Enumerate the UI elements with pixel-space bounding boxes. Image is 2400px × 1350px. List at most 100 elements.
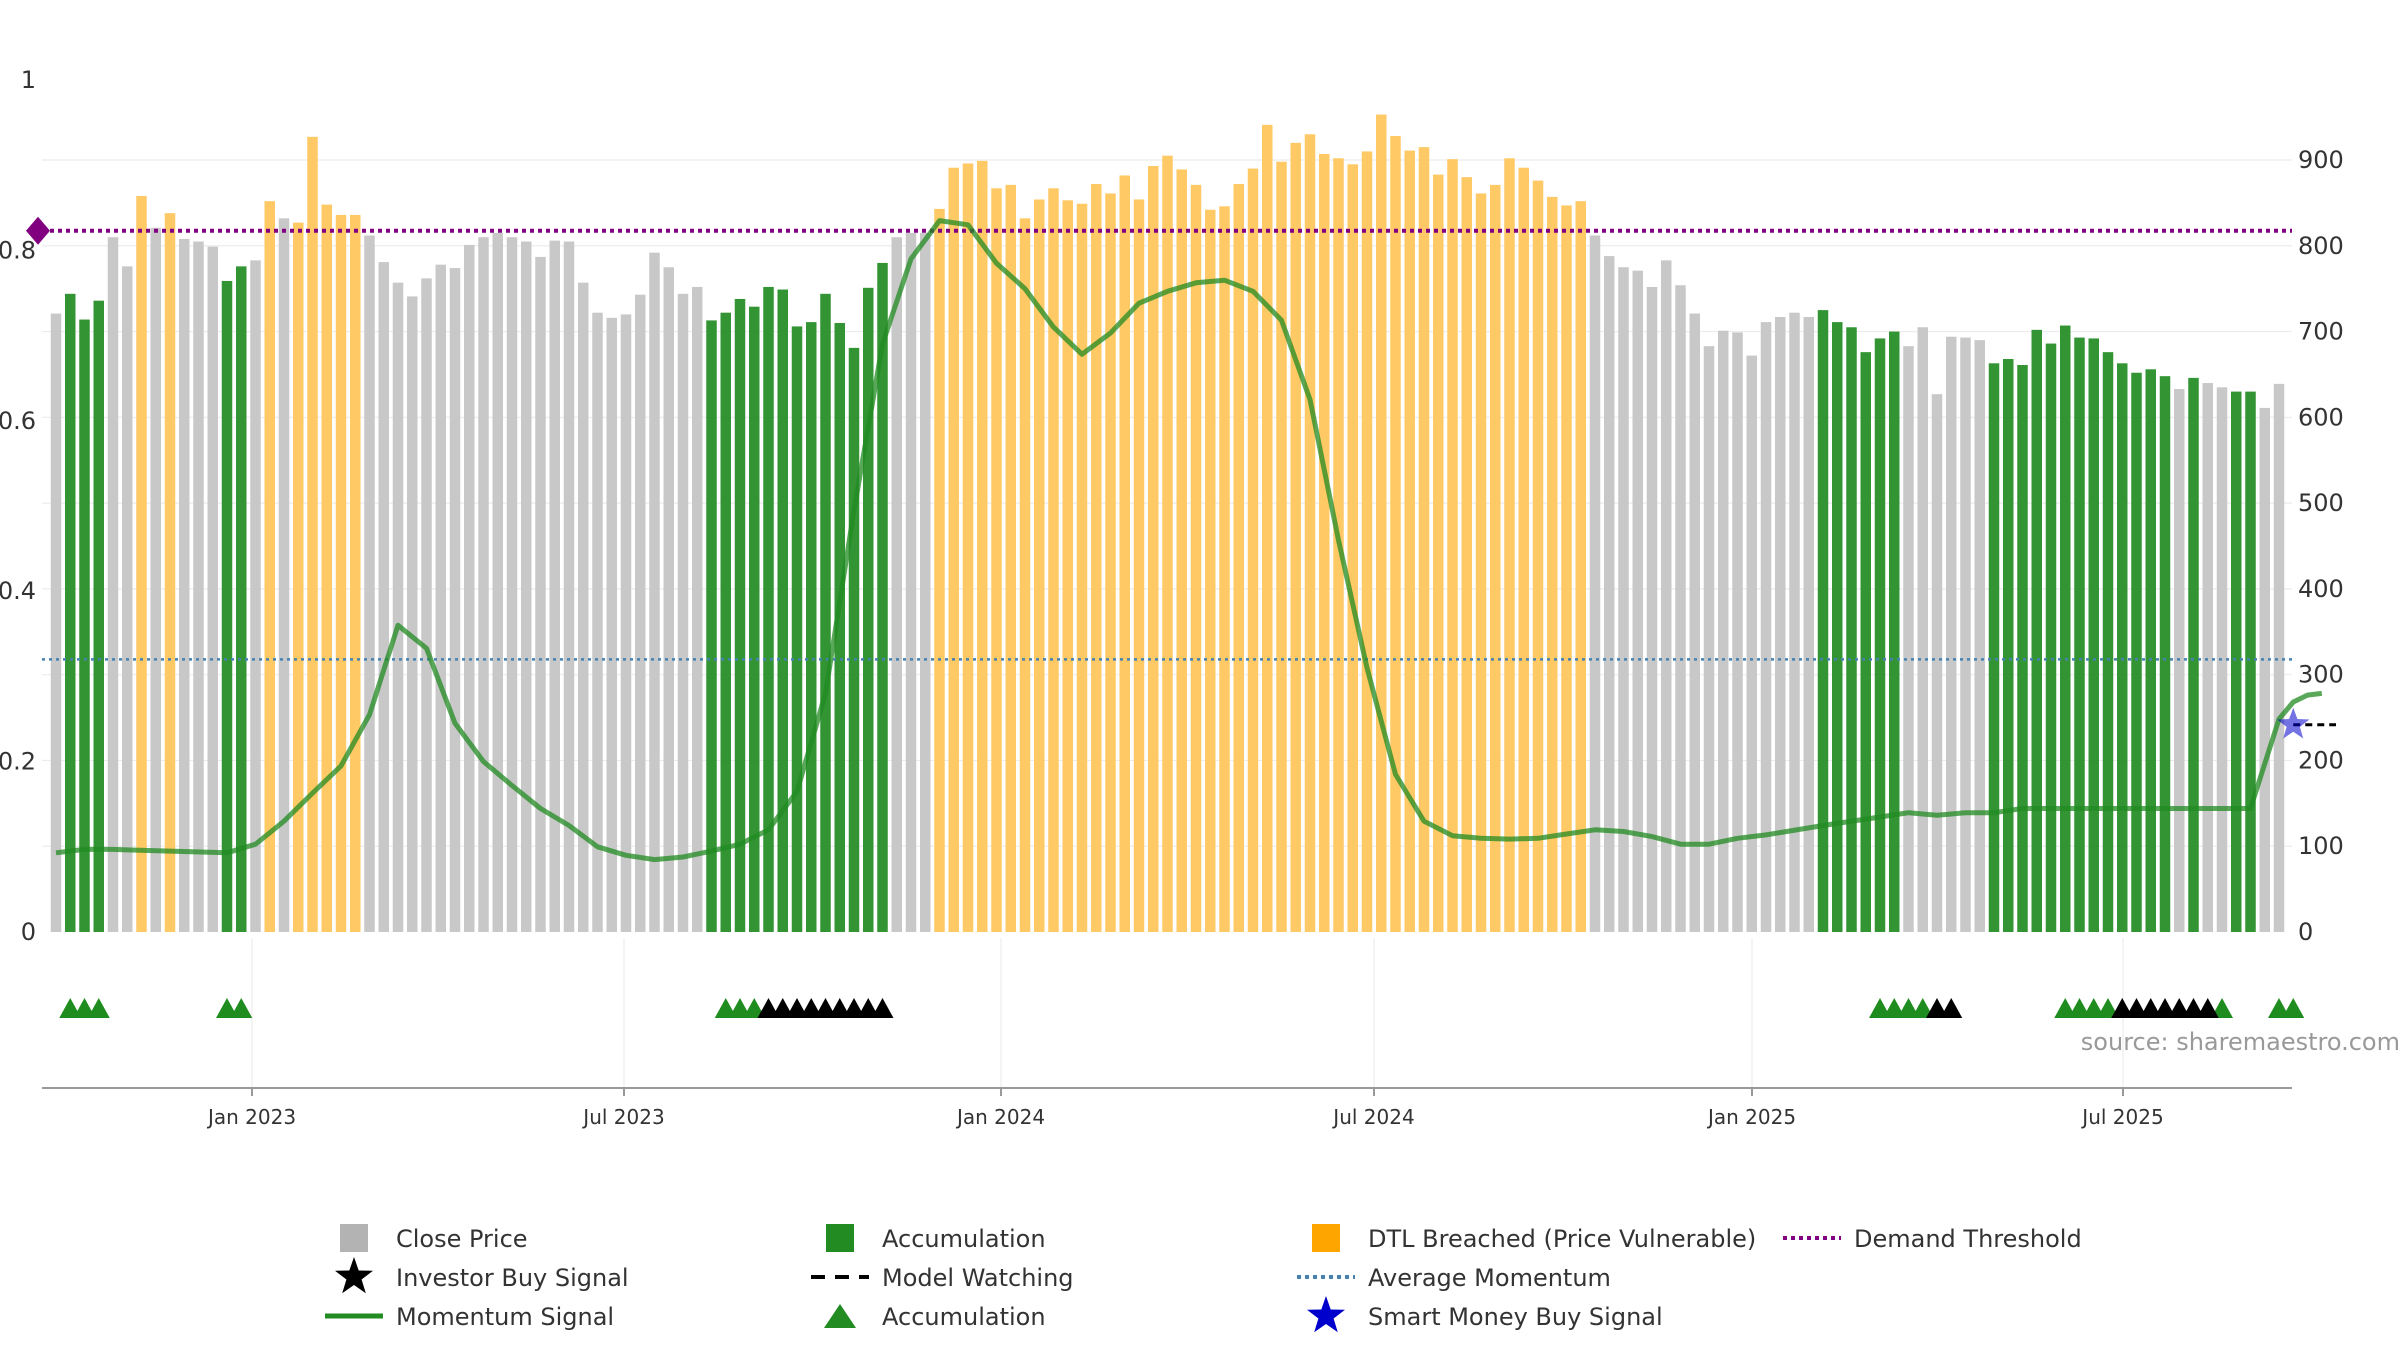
price-bar-67 bbox=[1005, 184, 1016, 932]
price-bar-147 bbox=[2145, 369, 2156, 932]
price-bar-18 bbox=[307, 136, 318, 933]
legend-item: Accumulation bbox=[826, 1224, 1046, 1253]
price-bar-86 bbox=[1276, 161, 1287, 932]
price-bar-46 bbox=[706, 320, 717, 933]
price-bar-109 bbox=[1604, 256, 1615, 932]
right-tick-label: 300 bbox=[2298, 661, 2344, 689]
price-bar-116 bbox=[1703, 346, 1715, 932]
price-bar-80 bbox=[1190, 184, 1202, 932]
price-bar-100 bbox=[1475, 193, 1487, 932]
price-bar-72 bbox=[1076, 203, 1088, 932]
signal-markers bbox=[59, 707, 2336, 1018]
momentum-line bbox=[55, 218, 2323, 863]
price-bar-38 bbox=[592, 312, 603, 932]
price-bar-82 bbox=[1219, 206, 1230, 932]
price-bar-97 bbox=[1433, 174, 1444, 933]
price-bar-32 bbox=[506, 237, 518, 932]
legend-label: Demand Threshold bbox=[1854, 1225, 2082, 1253]
accumulation-triangle bbox=[73, 998, 96, 1018]
price-bar-146 bbox=[2131, 372, 2142, 932]
price-bar-9 bbox=[179, 238, 190, 933]
investor-buy-marker bbox=[814, 998, 837, 1018]
price-bar-78 bbox=[1162, 155, 1173, 932]
legend-label: Average Momentum bbox=[1368, 1264, 1611, 1292]
demand-threshold-marker bbox=[26, 216, 50, 245]
price-bar-130 bbox=[1903, 346, 1914, 932]
price-bar-155 bbox=[2259, 407, 2270, 932]
legend-label: Accumulation bbox=[882, 1303, 1046, 1331]
investor-buy-marker bbox=[2196, 998, 2219, 1018]
price-bar-105 bbox=[1547, 196, 1558, 932]
accumulation-triangle bbox=[729, 998, 751, 1018]
legend-label: Momentum Signal bbox=[396, 1303, 614, 1331]
price-bar-85 bbox=[1262, 124, 1273, 932]
price-bar-28 bbox=[449, 268, 461, 933]
x-tick-label: Jan 2023 bbox=[206, 1105, 296, 1129]
price-bar-14 bbox=[250, 260, 261, 932]
price-bar-21 bbox=[350, 214, 361, 933]
price-bar-139 bbox=[2031, 329, 2042, 933]
price-bar-154 bbox=[2245, 391, 2256, 933]
investor-buy-marker bbox=[757, 998, 780, 1018]
price-bar-119 bbox=[1746, 355, 1757, 932]
price-bar-64 bbox=[962, 163, 974, 933]
price-bar-57 bbox=[863, 287, 874, 932]
price-bar-153 bbox=[2231, 391, 2242, 933]
price-bar-104 bbox=[1532, 180, 1544, 932]
price-bar-63 bbox=[948, 167, 959, 933]
price-bar-41 bbox=[635, 294, 646, 932]
price-bar-8 bbox=[164, 213, 176, 932]
price-bar-35 bbox=[549, 240, 560, 932]
left-tick-label: 0.6 bbox=[0, 407, 36, 435]
price-bar-113 bbox=[1661, 260, 1672, 932]
legend-label: Model Watching bbox=[882, 1264, 1074, 1292]
price-bar-19 bbox=[321, 204, 332, 933]
investor-buy-marker bbox=[857, 998, 880, 1018]
price-bar-118 bbox=[1732, 332, 1743, 932]
axes: Jan 2023 Jul 2023 Jan 2024 Jul 2024 Jan 2025… bbox=[0, 66, 2344, 1129]
price-bar-98 bbox=[1447, 159, 1458, 933]
price-bar-20 bbox=[335, 214, 347, 933]
legend-label: Close Price bbox=[396, 1225, 528, 1253]
price-bar-89 bbox=[1319, 153, 1330, 933]
accumulation-triangle bbox=[216, 998, 238, 1018]
price-bar-125 bbox=[1832, 322, 1843, 932]
left-tick-label: 0.4 bbox=[0, 577, 36, 605]
legend-item: Accumulation bbox=[824, 1303, 1046, 1331]
price-bar-58 bbox=[877, 262, 888, 932]
price-bar-77 bbox=[1148, 166, 1159, 932]
legend-swatch-square bbox=[340, 1224, 368, 1252]
price-bar-52 bbox=[791, 326, 803, 932]
left-tick-label: 1 bbox=[21, 66, 36, 94]
price-bar-141 bbox=[2060, 325, 2071, 932]
legend-swatch-star bbox=[335, 1257, 373, 1294]
price-bar-7 bbox=[150, 227, 161, 932]
price-bar-117 bbox=[1718, 330, 1729, 933]
accumulation-triangle bbox=[714, 998, 737, 1018]
legend-item: Average Momentum bbox=[1297, 1264, 1611, 1292]
price-bar-3 bbox=[93, 300, 104, 933]
price-bar-22 bbox=[364, 235, 375, 933]
price-bar-96 bbox=[1418, 147, 1430, 933]
price-bar-131 bbox=[1917, 327, 1928, 932]
price-bar-56 bbox=[848, 347, 860, 932]
legend-item: Smart Money Buy Signal bbox=[1307, 1296, 1663, 1333]
accumulation-triangle bbox=[59, 998, 82, 1018]
price-bar-15 bbox=[264, 201, 275, 932]
price-bar-101 bbox=[1490, 184, 1501, 932]
right-tick-label: 600 bbox=[2298, 403, 2344, 431]
price-bar-45 bbox=[692, 286, 703, 932]
price-bar-103 bbox=[1518, 167, 1529, 933]
investor-buy-marker bbox=[800, 998, 823, 1018]
accumulation-triangle bbox=[1869, 998, 1891, 1018]
investor-buy-marker bbox=[828, 998, 851, 1018]
x-tick-label: Jul 2024 bbox=[1331, 1105, 1414, 1129]
price-bar-81 bbox=[1205, 209, 1216, 933]
accumulation-triangle bbox=[1897, 998, 1920, 1018]
investor-buy-marker bbox=[2111, 998, 2134, 1018]
price-bar-11 bbox=[207, 246, 218, 932]
price-bar-30 bbox=[478, 237, 489, 932]
price-bar-137 bbox=[2003, 359, 2014, 932]
price-bar-120 bbox=[1760, 322, 1772, 932]
investor-buy-marker bbox=[871, 998, 894, 1018]
